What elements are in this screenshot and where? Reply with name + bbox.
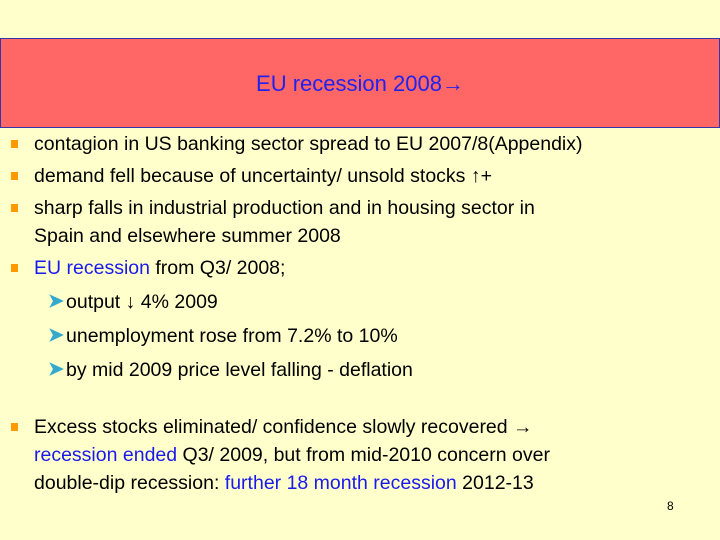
highlight-text: recession ended <box>34 444 178 466</box>
bullet-text: sharp falls in industrial production and… <box>34 197 535 219</box>
chevron-right-icon: ➤ <box>48 325 64 346</box>
sub-bullet-text: unemployment rose from 7.2% to 10% <box>66 325 398 347</box>
orange-square-bullet-icon <box>11 140 18 148</box>
bullet-item: demand fell because of uncertainty/ unso… <box>10 162 715 190</box>
sub-bullet-item: ➤ by mid 2009 price level falling - defl… <box>10 356 715 384</box>
bullet-text: Q3/ 2009, but from mid-2010 concern over <box>177 444 550 466</box>
orange-square-bullet-icon <box>11 264 18 272</box>
sub-bullet-item: ➤ unemployment rose from 7.2% to 10% <box>10 322 715 350</box>
title-bar: EU recession 2008→ <box>0 38 720 128</box>
chevron-right-icon: ➤ <box>48 291 64 312</box>
sub-bullet-item: ➤ output ↓ 4% 2009 <box>10 288 715 316</box>
slide-body: contagion in US banking sector spread to… <box>10 130 715 497</box>
bullet-text: Spain and elsewhere summer 2008 <box>34 225 341 247</box>
orange-square-bullet-icon <box>11 204 18 212</box>
orange-square-bullet-icon <box>11 423 18 431</box>
bullet-item: sharp falls in industrial production and… <box>10 194 715 250</box>
bullet-text: Excess stocks eliminated/ confidence slo… <box>34 416 533 438</box>
page-number: 8 <box>667 499 674 513</box>
orange-square-bullet-icon <box>11 172 18 180</box>
sub-bullet-text: output ↓ 4% 2009 <box>66 291 218 313</box>
highlight-text: EU recession <box>34 257 150 279</box>
highlight-text: further 18 month recession <box>224 472 457 494</box>
bullet-text: double-dip recession: <box>34 472 225 494</box>
bullet-text: demand fell because of uncertainty/ unso… <box>34 165 492 187</box>
bullet-item: Excess stocks eliminated/ confidence slo… <box>10 413 715 497</box>
bullet-item: contagion in US banking sector spread to… <box>10 130 715 158</box>
bullet-text: from Q3/ 2008; <box>149 257 286 279</box>
bullet-text: contagion in US banking sector spread to… <box>34 133 583 155</box>
sub-bullet-text: by mid 2009 price level falling - deflat… <box>66 359 413 381</box>
slide-title: EU recession 2008→ <box>256 71 464 96</box>
bullet-text: 2012-13 <box>456 472 534 494</box>
chevron-right-icon: ➤ <box>48 359 64 380</box>
bullet-item: EU recession from Q3/ 2008; <box>10 254 715 282</box>
